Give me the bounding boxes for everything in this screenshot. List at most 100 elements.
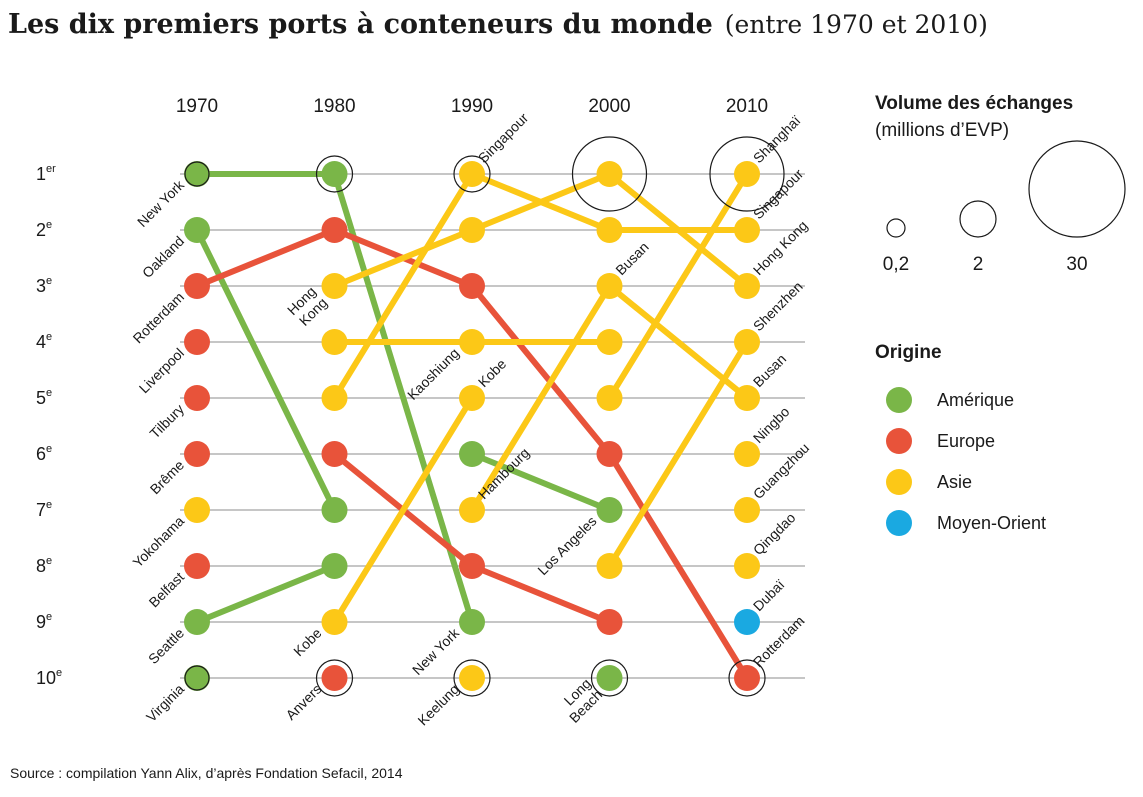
volume-ring [453, 659, 491, 697]
port-dot [459, 329, 485, 355]
legend-origin-dot [886, 469, 912, 495]
port-label: Brême [147, 457, 188, 498]
port-dot [596, 329, 623, 355]
port-label: Yokohama [129, 513, 187, 571]
port-label-line: Seattle [145, 625, 187, 667]
title-subtitle: (entre 1970 et 2010) [725, 10, 988, 39]
port-label-line: Los Angeles [534, 513, 599, 578]
rank-suffix: e [46, 611, 52, 623]
volume-ring [709, 136, 785, 212]
port-label-line: Yokohama [129, 513, 187, 571]
legend-origin-dot [886, 428, 912, 454]
port-dot [459, 441, 485, 467]
year-headers: 1970 1980 1990 2000 2010 [176, 96, 768, 117]
port-label-line: Rotterdam [130, 289, 188, 347]
port-label-line: Kobe [290, 625, 325, 660]
rank-link [331, 395, 475, 625]
port-label-line: Busan [750, 351, 789, 390]
port-dot [184, 217, 210, 243]
volume-ring [315, 659, 354, 697]
rank-links [194, 171, 750, 681]
port-label: Belfast [146, 569, 188, 611]
port-label-line: Brême [147, 457, 188, 498]
rank-label: 2e [36, 219, 52, 240]
port-label-line: Liverpool [136, 345, 187, 396]
rank-suffix: e [46, 331, 52, 343]
volume-ring [728, 659, 766, 697]
legend-origins: Amérique Europe Asie Moyen-Orient [886, 387, 1046, 536]
rank-label: 3e [36, 275, 52, 296]
legend-origin-title: Origine [875, 342, 942, 363]
port-dot [321, 497, 348, 523]
rank-suffix: e [46, 275, 52, 287]
port-dot [321, 273, 348, 299]
port-label-line: Singapour [475, 109, 532, 166]
port-dot [734, 329, 760, 355]
legend-origin-dot [886, 510, 912, 536]
legend-size-label: 30 [1066, 254, 1087, 275]
port-dot [184, 273, 210, 299]
port-label: Ningbo [750, 403, 793, 446]
port-label-line: New York [409, 624, 463, 678]
rank-link [469, 451, 613, 513]
rank-suffix: e [46, 555, 52, 567]
legend-volume-title: Volume des échanges [875, 93, 1073, 114]
port-dot [734, 441, 760, 467]
rank-label: 4e [36, 331, 52, 352]
port-label-line: Dubaï [750, 576, 788, 614]
volume-ring [184, 161, 210, 187]
port-label-line: Ningbo [750, 403, 793, 446]
legend-size-circle [1028, 140, 1126, 238]
port-dot [459, 385, 485, 411]
port-dot [734, 609, 760, 635]
port-dot [321, 609, 348, 635]
volume-ring [453, 155, 491, 193]
port-dot [734, 553, 760, 579]
port-label: Busan [612, 239, 651, 278]
port-dot [596, 441, 623, 467]
port-dot [321, 329, 348, 355]
port-dot [734, 497, 760, 523]
port-label: Oakland [139, 233, 187, 281]
port-label-line: Keelung [414, 681, 462, 729]
port-label: Guangzhou [750, 440, 813, 503]
port-label: Busan [750, 351, 789, 390]
port-dot [321, 665, 348, 691]
rank-link [194, 563, 338, 625]
port-label: Singapour [475, 109, 532, 166]
port-label: Liverpool [136, 345, 187, 396]
rank-link [606, 171, 750, 401]
rank-label: 7e [36, 499, 52, 520]
volume-ring [590, 659, 629, 697]
port-label: Kaoshiung [404, 345, 462, 403]
port-dot [459, 665, 485, 691]
port-dot [459, 553, 485, 579]
port-dot [459, 161, 485, 187]
rank-number: 3 [36, 276, 46, 296]
port-dots [184, 161, 760, 691]
rank-number: 4 [36, 332, 46, 352]
port-dot [596, 665, 623, 691]
port-dot [321, 441, 348, 467]
legend-origin-label: Asie [937, 472, 972, 492]
port-dot [184, 161, 210, 187]
legend-origin-dot [886, 387, 912, 413]
rank-label: 9e [36, 611, 52, 632]
grid-lines [180, 173, 805, 679]
rank-label: 1er [36, 163, 56, 184]
rank-number: 1 [36, 164, 46, 184]
port-dot [596, 217, 623, 243]
port-labels: New YorkOaklandRotterdamLiverpoolTilbury… [129, 109, 812, 728]
port-label-line: Anvers [282, 681, 324, 723]
legend-volume-subtitle: (millions d’EVP) [875, 120, 1009, 141]
rank-suffix: e [46, 499, 52, 511]
rank-number: 7 [36, 500, 46, 520]
port-dot [184, 553, 210, 579]
legend-origin-label: Moyen-Orient [937, 513, 1046, 533]
rank-number: 2 [36, 220, 46, 240]
port-label: Virginia [143, 681, 187, 725]
year-header: 2000 [588, 96, 630, 117]
chart-title: Les dix premiers ports à conteneurs du m… [8, 9, 988, 40]
port-dot [459, 217, 485, 243]
rank-number: 6 [36, 444, 46, 464]
